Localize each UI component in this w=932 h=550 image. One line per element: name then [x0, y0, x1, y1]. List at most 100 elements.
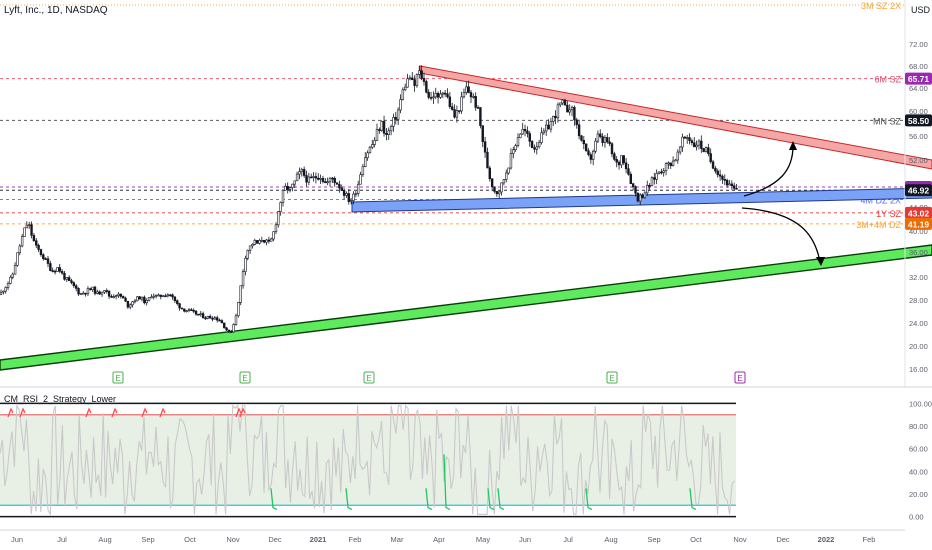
candle-body — [204, 317, 207, 320]
candle-body — [403, 86, 407, 91]
candle-body — [509, 153, 513, 169]
rsi-axis[interactable]: 100.00 80.00 60.00 40.00 20.00 0.00 — [909, 399, 932, 521]
candle-body — [490, 178, 494, 188]
candle-body — [314, 176, 318, 179]
candle-body — [63, 272, 66, 280]
candle-body — [476, 107, 480, 109]
price-tick-10: 32.00 — [909, 273, 928, 282]
candle-body — [359, 174, 362, 185]
candle-body — [253, 240, 256, 245]
candle-body — [613, 153, 616, 160]
candle-body — [154, 294, 158, 297]
candle-body — [636, 192, 640, 202]
candle-body — [634, 186, 637, 194]
candle-body — [159, 294, 162, 297]
rsi-sell-signal-7 — [239, 407, 246, 418]
earnings-marker-3[interactable] — [606, 371, 618, 384]
candle-body — [270, 238, 273, 242]
candle-body — [429, 97, 433, 99]
time-tick-14: Aug — [604, 535, 617, 544]
candle-body — [194, 310, 198, 315]
candle-body — [272, 231, 275, 240]
time-tick-16: Oct — [690, 535, 703, 544]
earnings-marker-4[interactable] — [734, 371, 746, 384]
long-term-support-zone[interactable] — [0, 244, 932, 371]
price-tick-1: 68.00 — [909, 62, 928, 71]
candle-body — [653, 177, 656, 180]
candle-body — [9, 276, 12, 284]
candle-body — [415, 74, 419, 86]
candle-body — [11, 273, 14, 278]
candle-body — [333, 177, 336, 184]
candle-body — [420, 70, 423, 79]
rsi-tick-2: 60.00 — [909, 445, 928, 454]
candle-body — [331, 177, 334, 180]
candle-body — [190, 309, 193, 311]
candle-body — [211, 317, 214, 320]
candle-body — [293, 180, 296, 185]
candle-body — [455, 110, 459, 118]
time-tick-2: Aug — [98, 535, 111, 544]
candle-body — [481, 125, 484, 143]
earnings-marker-0[interactable] — [112, 371, 124, 384]
rsi-buy-signal-6 — [585, 488, 593, 511]
time-tick-15: Sep — [647, 535, 660, 544]
candle-body — [324, 181, 327, 184]
candle-body — [519, 133, 522, 138]
candle-body — [349, 200, 353, 202]
candle-body — [234, 315, 238, 325]
candle-body — [13, 265, 17, 275]
candle-body — [650, 177, 654, 187]
rsi-sell-signal-2 — [85, 407, 92, 418]
candle-body — [450, 106, 454, 110]
candle-body — [685, 137, 689, 139]
candle-body — [427, 91, 430, 98]
candle-body — [702, 148, 705, 152]
rsi-buy-signal-7 — [689, 488, 697, 511]
time-tick-13: Jul — [563, 535, 573, 544]
time-axis[interactable]: Jun Jul Aug Sep Oct Nov Dec 2021 Feb Mar Apr May Jun… — [11, 535, 876, 544]
candle-body — [556, 104, 560, 119]
candle-body — [406, 78, 409, 88]
level-label-0: 3M SZ 2X — [861, 1, 901, 11]
candle-body — [321, 178, 325, 182]
candle-body — [246, 250, 249, 259]
candle-body — [82, 292, 85, 295]
candle-body — [65, 277, 69, 280]
candle-body — [84, 292, 87, 295]
candle-body — [483, 141, 487, 153]
candle-body — [544, 124, 548, 132]
time-tick-4: Oct — [184, 535, 197, 544]
earnings-label-3: E — [609, 374, 614, 383]
level-label-6: 1Y SZ — [876, 209, 901, 219]
candle-body — [472, 96, 475, 98]
rsi-sell-signal-1 — [19, 407, 26, 418]
price-tag-bg-7 — [905, 217, 932, 230]
earnings-marker-2[interactable] — [363, 371, 375, 384]
candle-body — [382, 121, 386, 134]
time-tick-11: May — [476, 535, 490, 544]
candle-body — [516, 137, 520, 146]
candle-body — [537, 142, 541, 148]
candle-body — [638, 194, 642, 202]
candle-body — [366, 152, 369, 159]
candle-body — [39, 249, 43, 256]
candle-body — [453, 109, 456, 118]
earnings-marker-1[interactable] — [239, 371, 251, 384]
rsi-buy-signal-1 — [345, 488, 353, 511]
candle-body — [521, 129, 524, 135]
candle-body — [507, 167, 510, 174]
candle-body — [735, 188, 738, 190]
candle-body — [312, 176, 315, 178]
horizontal-support-zone[interactable] — [351, 187, 932, 213]
price-tick-2: 64.00 — [909, 84, 928, 93]
candle-body — [107, 290, 111, 297]
trend-zones[interactable] — [0, 65, 932, 371]
candle-body — [67, 277, 71, 282]
candle-body — [230, 331, 233, 333]
candle-body — [267, 239, 271, 242]
candle-body — [589, 154, 593, 160]
